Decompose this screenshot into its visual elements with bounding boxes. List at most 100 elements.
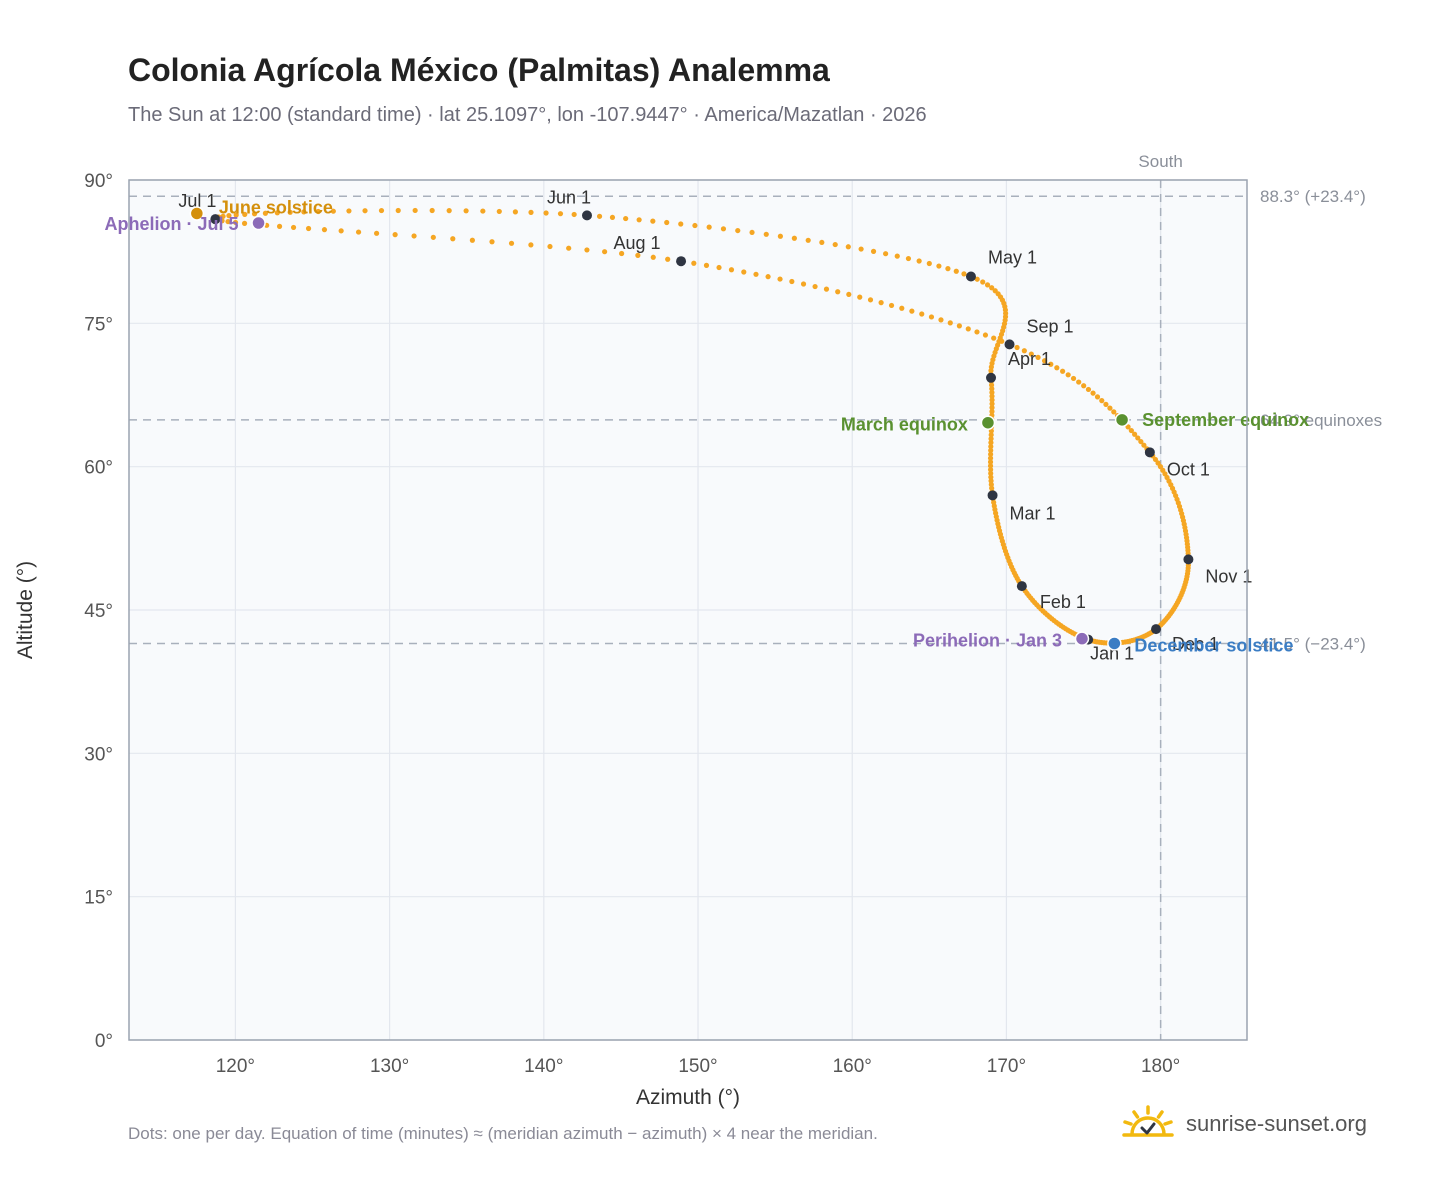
daily-position-dot: [446, 208, 452, 214]
daily-position-dot: [664, 219, 670, 226]
month-marker: [1151, 624, 1162, 635]
daily-position-dot: [999, 338, 1005, 344]
daily-position-dot: [1090, 390, 1096, 396]
daily-position-dot: [619, 250, 625, 257]
month-label: Jul 1: [178, 191, 216, 211]
y-tick-label: 75°: [84, 314, 113, 335]
daily-position-dot: [988, 451, 994, 457]
daily-position-dot: [480, 208, 486, 214]
daily-position-dot: [635, 252, 641, 258]
daily-position-dot: [362, 208, 368, 214]
footnote: Dots: one per day. Equation of time (min…: [128, 1124, 878, 1143]
daily-position-dot: [974, 276, 980, 282]
brand-name: sunrise-sunset.org: [1186, 1111, 1367, 1136]
daily-position-dot: [735, 227, 741, 234]
daily-position-dot: [753, 271, 759, 277]
event-marker: [1114, 412, 1130, 428]
x-tick-label: 150°: [678, 1056, 717, 1077]
plot-frame: [128, 179, 1248, 1041]
daily-position-dot: [835, 289, 841, 295]
daily-position-dot: [858, 246, 864, 252]
daily-position-dot: [845, 244, 851, 250]
daily-position-dot: [1141, 442, 1147, 448]
daily-position-dot: [232, 219, 239, 226]
daily-position-dot: [989, 285, 995, 291]
daily-position-dot: [791, 235, 797, 241]
month-label: Oct 1: [1167, 459, 1210, 479]
month-label: Apr 1: [1008, 349, 1051, 369]
daily-position-dot: [1028, 351, 1034, 357]
x-axis-label: Azimuth (°): [636, 1086, 740, 1109]
daily-position-dot: [489, 239, 495, 245]
daily-position-dot: [1152, 456, 1159, 463]
daily-position-dot: [965, 326, 971, 332]
daily-position-dot: [945, 266, 951, 272]
daily-position-dot: [1125, 424, 1131, 430]
daily-position-dot: [596, 213, 603, 219]
daily-position-dot: [547, 243, 553, 250]
month-marker: [1183, 554, 1194, 565]
reference-line-label: 41.5° (−23.4°): [1260, 634, 1366, 653]
daily-position-dot: [1128, 427, 1134, 434]
reference-line-label: 88.3° (+23.4°): [1260, 187, 1366, 206]
daily-position-dot: [430, 234, 436, 240]
daily-position-dot: [916, 258, 922, 264]
axis-ticks: 120° 130° 140° 150° 160° 170° 180° 0° 15° 30° 45° 6…: [84, 171, 1180, 1077]
daily-position-dot: [878, 300, 884, 306]
daily-position-dot: [909, 308, 915, 314]
month-marker: [1004, 339, 1015, 350]
event-label: June solstice: [219, 197, 333, 217]
daily-position-dot: [602, 249, 608, 255]
month-label: Sep 1: [1027, 316, 1074, 336]
x-tick-label: 160°: [833, 1056, 872, 1077]
daily-position-dot: [749, 229, 755, 236]
daily-position-dot: [1138, 438, 1144, 445]
daily-position-dot: [936, 263, 942, 269]
daily-position-dot: [888, 302, 895, 309]
daily-position-dot: [219, 218, 225, 224]
reference-line-label: 64.9° equinoxes: [1260, 411, 1382, 430]
daily-position-dot: [330, 208, 336, 214]
y-tick-label: 60°: [84, 458, 113, 479]
month-marker: [581, 210, 592, 221]
month-label: May 1: [988, 248, 1037, 268]
daily-position-dot: [557, 211, 564, 217]
daily-position-dot: [919, 311, 925, 317]
daily-position-dot: [395, 207, 401, 214]
event-marker: [1107, 636, 1122, 651]
daily-position-dot: [870, 248, 877, 254]
daily-position-dot: [225, 218, 231, 225]
daily-position-dot: [1103, 401, 1109, 407]
daily-position-dot: [765, 274, 771, 280]
daily-position-dot: [988, 447, 994, 454]
daily-position-dot: [812, 283, 818, 290]
daily-position-dot: [609, 214, 616, 221]
y-tick-label: 15°: [84, 888, 113, 909]
daily-position-dot: [832, 241, 838, 248]
daily-position-dot: [988, 470, 994, 477]
daily-position-dot: [789, 278, 795, 285]
daily-position-dot: [1107, 405, 1113, 411]
brand-logo[interactable]: sunrise-sunset.org: [1120, 1104, 1367, 1144]
daily-position-dot: [373, 230, 380, 236]
daily-position-dot: [987, 467, 994, 473]
chart-subtitle: The Sun at 12:00 (standard time) · lat 2…: [128, 104, 927, 126]
month-label: Jan 1: [1090, 644, 1134, 664]
month-marker: [1016, 581, 1027, 592]
x-tick-label: 170°: [987, 1056, 1026, 1077]
daily-position-dot: [777, 233, 783, 239]
daily-position-dot: [1094, 394, 1101, 400]
daily-position-dot: [508, 240, 515, 246]
sun-logo-icon: [1122, 1105, 1174, 1137]
event-label: September equinox: [1142, 410, 1309, 430]
daily-position-dot: [1014, 344, 1020, 351]
daily-position-dot: [496, 208, 502, 215]
daily-position-dot: [251, 211, 258, 217]
daily-position-dot: [1054, 365, 1060, 371]
daily-position-dot: [287, 209, 293, 215]
daily-position-dot: [728, 267, 735, 273]
daily-position-dot: [805, 237, 811, 243]
daily-position-dot: [543, 210, 549, 216]
daily-position-dot: [867, 297, 874, 303]
daily-position-dot: [1099, 398, 1105, 404]
